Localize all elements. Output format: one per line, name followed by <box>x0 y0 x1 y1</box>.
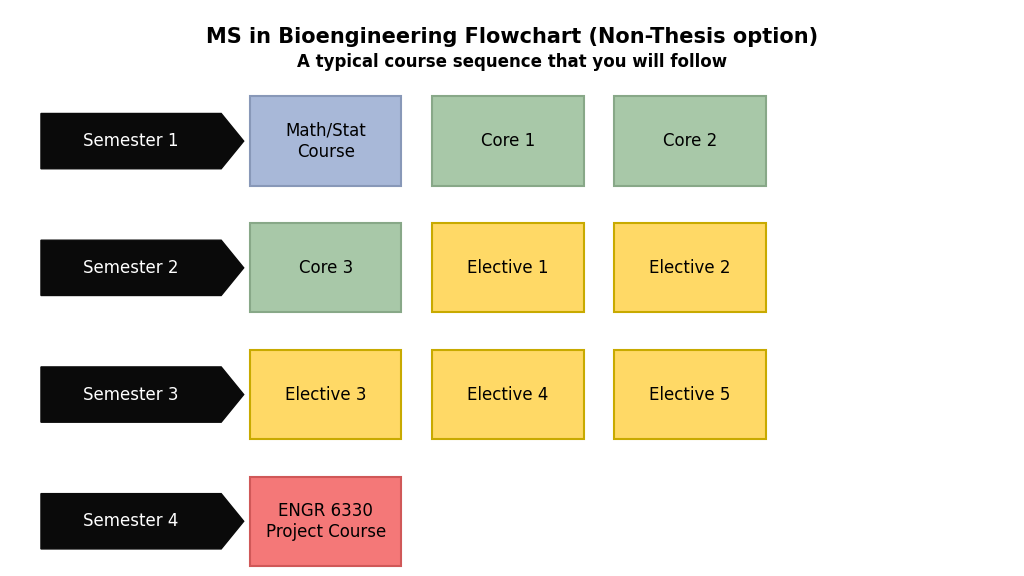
Polygon shape <box>41 113 244 169</box>
Text: Elective 3: Elective 3 <box>285 385 367 404</box>
Text: Semester 1: Semester 1 <box>83 132 179 150</box>
Text: Elective 2: Elective 2 <box>649 259 731 277</box>
FancyBboxPatch shape <box>432 223 584 312</box>
Text: Math/Stat
Course: Math/Stat Course <box>286 122 366 161</box>
FancyBboxPatch shape <box>614 223 766 312</box>
Polygon shape <box>41 240 244 295</box>
Text: Elective 4: Elective 4 <box>467 385 549 404</box>
Text: Semester 4: Semester 4 <box>83 512 179 530</box>
Text: Elective 5: Elective 5 <box>649 385 731 404</box>
FancyBboxPatch shape <box>250 97 401 185</box>
Text: A typical course sequence that you will follow: A typical course sequence that you will … <box>297 52 727 71</box>
FancyBboxPatch shape <box>614 350 766 439</box>
Polygon shape <box>41 367 244 422</box>
FancyBboxPatch shape <box>432 97 584 185</box>
Text: Core 3: Core 3 <box>299 259 352 277</box>
FancyBboxPatch shape <box>432 350 584 439</box>
Text: Core 2: Core 2 <box>664 132 717 150</box>
Text: Semester 2: Semester 2 <box>83 259 179 277</box>
Text: Elective 1: Elective 1 <box>467 259 549 277</box>
FancyBboxPatch shape <box>250 223 401 312</box>
Text: Core 1: Core 1 <box>481 132 535 150</box>
Text: ENGR 6330
Project Course: ENGR 6330 Project Course <box>265 502 386 541</box>
FancyBboxPatch shape <box>614 97 766 185</box>
Text: Semester 3: Semester 3 <box>83 385 179 404</box>
FancyBboxPatch shape <box>250 350 401 439</box>
Polygon shape <box>41 494 244 549</box>
Text: MS in Bioengineering Flowchart (Non-Thesis option): MS in Bioengineering Flowchart (Non-Thes… <box>206 28 818 47</box>
FancyBboxPatch shape <box>250 477 401 566</box>
